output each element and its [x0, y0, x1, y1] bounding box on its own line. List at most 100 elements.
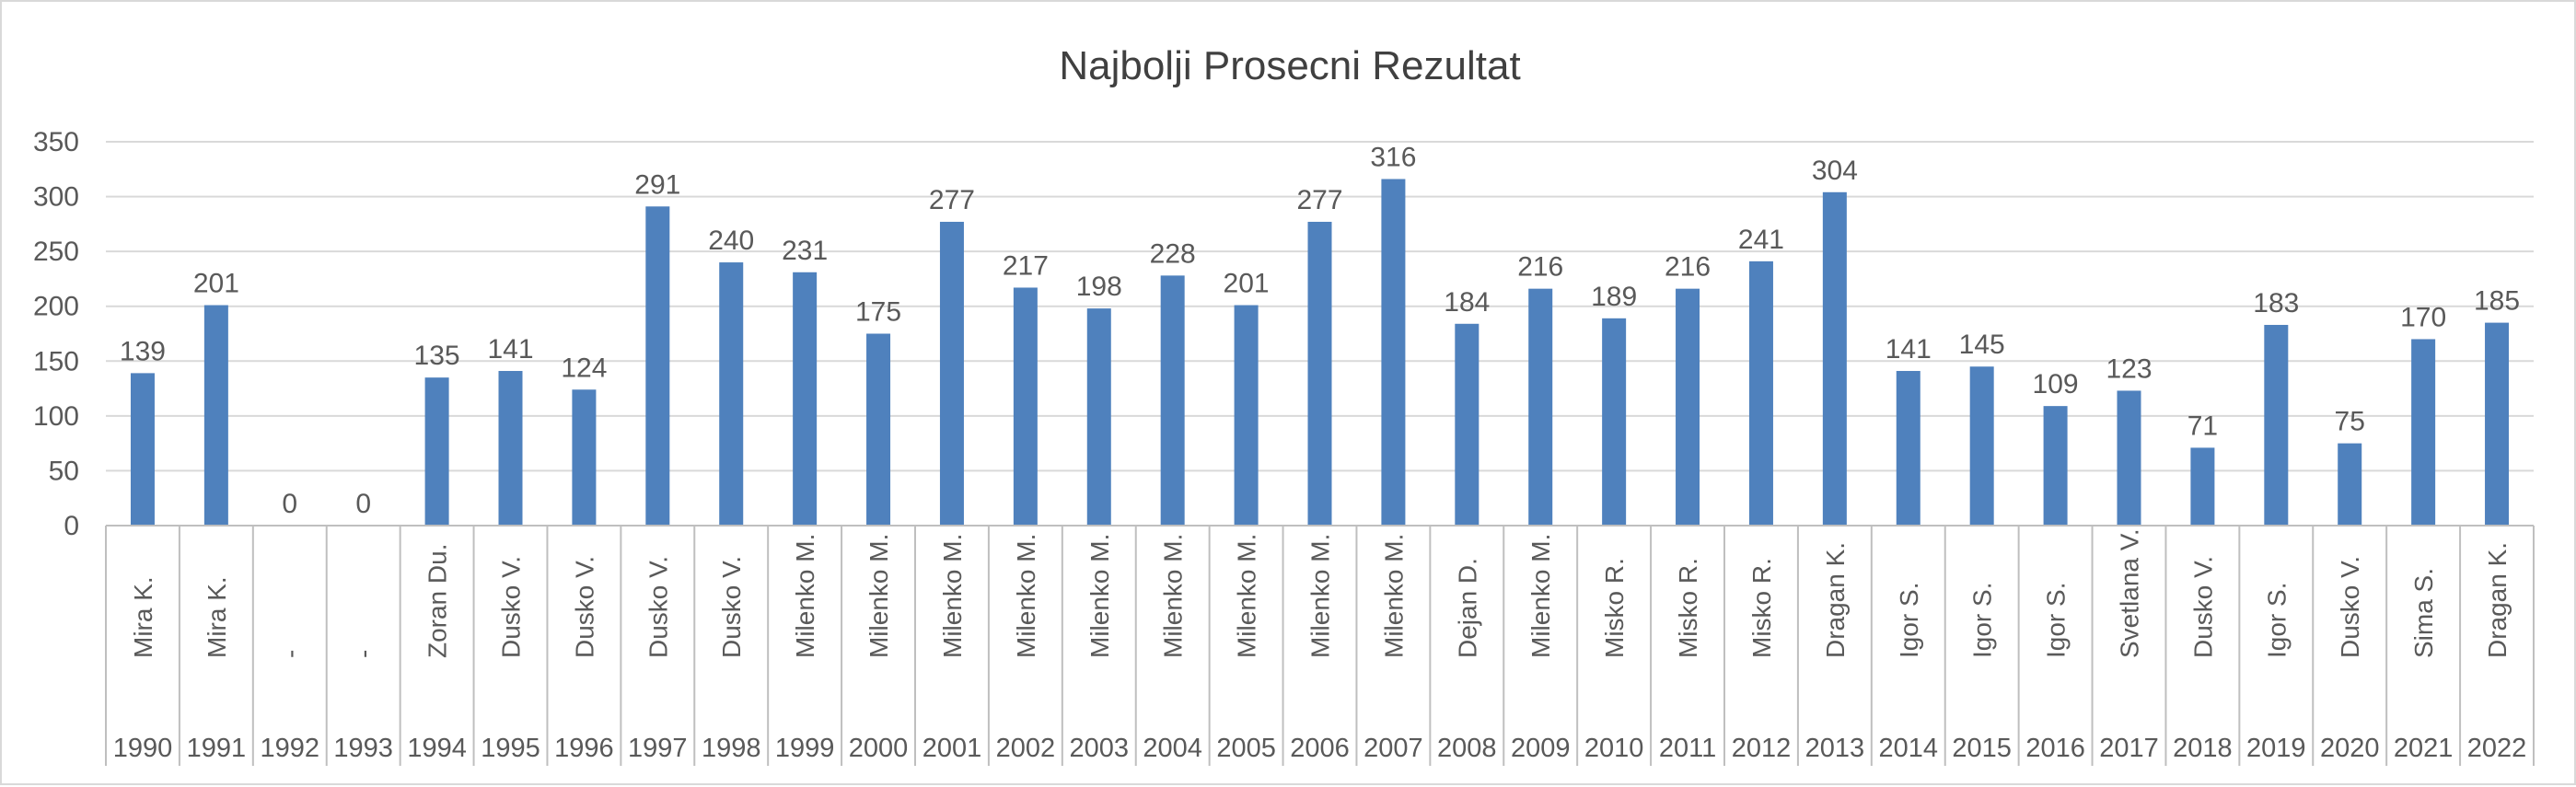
- data-label-1994: 135: [414, 341, 460, 371]
- bar-1999: [793, 272, 818, 526]
- category-year-label: 2017: [2099, 734, 2159, 763]
- category-year-label: 1999: [775, 734, 835, 763]
- category-name-label: Milenko M.: [1233, 534, 1261, 658]
- data-label-2020: 75: [2335, 407, 2365, 437]
- category-year-label: 2019: [2246, 734, 2306, 763]
- category-name-label: Milenko M.: [1159, 534, 1188, 658]
- data-label-2021: 170: [2400, 302, 2446, 332]
- category-name-label: -: [350, 650, 378, 658]
- bar-2022: [2485, 322, 2510, 526]
- category-year-label: 2013: [1805, 734, 1865, 763]
- category-name-label: Igor S.: [1895, 583, 1923, 658]
- category-year-label: 1996: [554, 734, 614, 763]
- data-label-2019: 183: [2253, 288, 2299, 318]
- category-year-label: 1993: [333, 734, 393, 763]
- category-year-label: 1992: [261, 734, 320, 763]
- category-year-label: 1995: [481, 734, 540, 763]
- bar-2009: [1528, 288, 1553, 526]
- category-year-label: 2006: [1290, 734, 1350, 763]
- category-name-label: Mira K.: [203, 576, 231, 658]
- category-name-label: Svetlana V.: [2116, 528, 2144, 658]
- data-label-1996: 124: [561, 353, 607, 383]
- y-tick-label: 350: [33, 127, 79, 157]
- bar-1998: [719, 262, 744, 526]
- category-name-label: Dusko V.: [570, 556, 598, 658]
- category-year-label: 2015: [1952, 734, 2012, 763]
- bar-2017: [2117, 390, 2141, 526]
- category-year-label: 2012: [1732, 734, 1792, 763]
- category-year-label: 2000: [849, 734, 909, 763]
- bar-2016: [2043, 406, 2068, 526]
- category-name-label: Zoran Du.: [424, 544, 452, 659]
- bar-2014: [1896, 371, 1920, 526]
- bar-2005: [1234, 305, 1259, 526]
- category-name-label: Dragan K.: [1821, 542, 1850, 658]
- y-tick-label: 300: [33, 182, 79, 213]
- category-name-label: Dragan K.: [2483, 542, 2512, 658]
- data-label-1992: 0: [282, 489, 297, 519]
- category-name-label: Dusko V.: [717, 556, 746, 658]
- bar-2008: [1455, 323, 1479, 526]
- bar-2001: [939, 221, 964, 526]
- category-name-label: Dejan D.: [1453, 558, 1481, 658]
- bar-1990: [130, 373, 155, 526]
- data-label-2013: 304: [1812, 156, 1858, 186]
- bar-2011: [1676, 288, 1700, 526]
- bar-2007: [1381, 179, 1406, 526]
- bar-1991: [203, 305, 228, 526]
- bar-2002: [1013, 287, 1038, 526]
- data-labels: 139 201 0 0 135 141 124 291 240 231 175 277 217 198 22…: [120, 143, 2520, 519]
- data-label-1998: 240: [708, 226, 754, 256]
- category-year-label: 2004: [1143, 734, 1202, 763]
- category-name-label: Igor S.: [2262, 583, 2291, 658]
- bar-2018: [2190, 447, 2215, 526]
- category-name-label: Mira K.: [129, 576, 157, 658]
- category-year-label: 2022: [2467, 734, 2527, 763]
- bar-2012: [1748, 260, 1773, 526]
- data-label-2000: 175: [855, 297, 901, 328]
- category-name-label: Milenko M.: [1526, 534, 1555, 658]
- category-year-label: 2020: [2320, 734, 2380, 763]
- category-name-label: Milenko M.: [1012, 534, 1040, 658]
- data-label-1999: 231: [782, 236, 828, 266]
- y-tick-label: 200: [33, 292, 79, 322]
- data-label-1995: 141: [487, 334, 533, 365]
- bar-1995: [498, 371, 523, 526]
- data-label-2003: 198: [1076, 272, 1122, 302]
- bar-2019: [2264, 324, 2289, 526]
- data-label-2001: 277: [929, 185, 975, 215]
- bar-2000: [866, 333, 891, 526]
- y-tick-label: 150: [33, 346, 79, 376]
- category-name-label: -: [276, 650, 305, 658]
- category-year-label: 2010: [1584, 734, 1644, 763]
- category-name-label: Dusko V.: [2336, 556, 2364, 658]
- bar-1997: [645, 206, 670, 526]
- chart-title: Najbolji Prosecni Rezultat: [1059, 43, 1520, 88]
- data-label-2017: 123: [2106, 353, 2152, 384]
- category-name-label: Misko R.: [1600, 558, 1629, 658]
- category-name-label: Milenko M.: [864, 534, 893, 658]
- category-name-label: Milenko M.: [1085, 534, 1114, 658]
- category-year-label: 2011: [1659, 734, 1716, 763]
- category-name-label: Igor S.: [1968, 583, 1997, 658]
- data-label-2006: 277: [1296, 185, 1342, 215]
- category-name-label: Sima S.: [2409, 568, 2438, 658]
- bar-2020: [2338, 443, 2362, 526]
- y-tick-label: 100: [33, 401, 79, 432]
- category-year-label: 1994: [407, 734, 467, 763]
- bar-2003: [1086, 308, 1111, 526]
- data-label-2009: 216: [1517, 252, 1563, 283]
- category-name-label: Dusko V.: [497, 556, 526, 658]
- bar-1996: [572, 389, 597, 526]
- data-label-2010: 189: [1591, 282, 1637, 312]
- category-year-label: 2008: [1437, 734, 1497, 763]
- bar-2021: [2411, 339, 2436, 526]
- bars: [130, 179, 2510, 526]
- category-name-label: Misko R.: [1674, 558, 1702, 658]
- category-year-label: 2009: [1511, 734, 1571, 763]
- bar-2015: [1969, 366, 1994, 526]
- data-label-2018: 71: [2187, 411, 2218, 441]
- data-label-2011: 216: [1665, 252, 1711, 283]
